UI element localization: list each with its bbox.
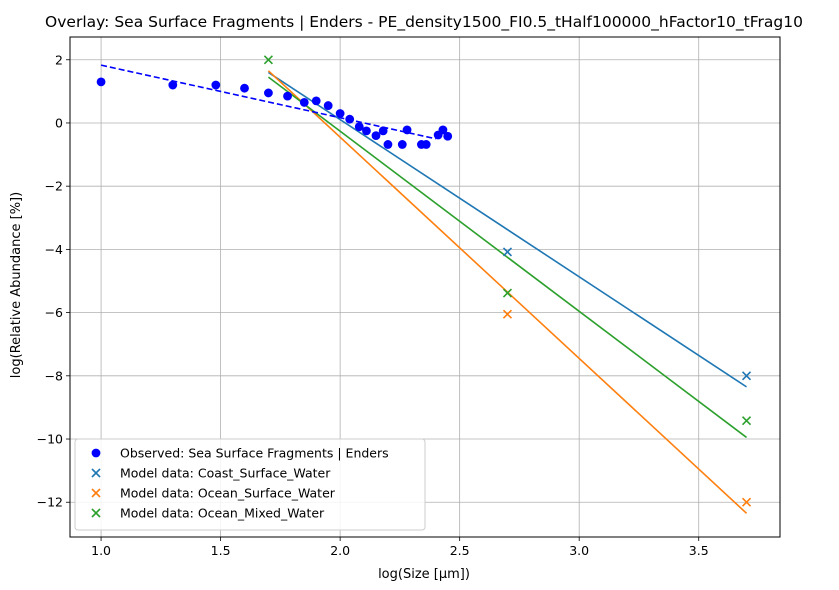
y-axis: 2 0 −2 −4 −6 −8 −10 −12 — [37, 52, 70, 510]
observed-point — [443, 131, 453, 141]
x-tick-label: 3.5 — [689, 543, 709, 558]
x-tick-label: 2.0 — [330, 543, 350, 558]
observed-point — [438, 125, 448, 135]
legend-entry: Model data: Ocean_Mixed_Water — [120, 506, 325, 521]
y-tick-label: 2 — [55, 52, 63, 67]
observed-point — [362, 126, 371, 136]
x-tick-label: 3.0 — [569, 543, 589, 558]
x-marker-stroke — [502, 247, 513, 257]
x-tick-label: 1.0 — [91, 543, 111, 558]
legend-marker — [91, 508, 101, 518]
observed-point — [354, 122, 364, 132]
fit-line-series-0 — [267, 71, 747, 388]
legend-box — [74, 438, 426, 531]
observed-point — [397, 140, 407, 149]
observed-point — [168, 80, 178, 90]
legend-marker — [91, 488, 101, 498]
observed-point — [211, 80, 221, 90]
observed-point — [378, 126, 388, 136]
model-point-series-1 — [502, 309, 513, 319]
observed-point — [402, 125, 412, 135]
legend-entry: Model data: Coast_Surface_Water — [120, 466, 331, 481]
x-marker-stroke — [91, 488, 101, 498]
model-point-series-0 — [741, 371, 752, 381]
plot-frame — [69, 36, 781, 538]
model-point-series-2 — [502, 288, 513, 298]
y-tick-label: 0 — [55, 115, 63, 130]
observed-fit-line — [100, 64, 436, 140]
legend-entry: Observed: Sea Surface Fragments | Enders — [120, 446, 389, 461]
observed-point — [264, 88, 273, 98]
observed-point — [311, 96, 321, 106]
observed-point — [240, 83, 249, 93]
x-marker-stroke — [741, 497, 752, 507]
x-axis: 1.0 1.5 2.0 2.5 3.0 3.5 — [91, 537, 709, 558]
plot-area — [96, 55, 752, 514]
fit-line-series-2 — [267, 76, 748, 439]
observed-point — [345, 114, 355, 124]
observed-point — [299, 98, 309, 107]
y-tick-label: −2 — [45, 179, 63, 194]
x-marker-stroke — [502, 288, 513, 298]
y-tick-label: −10 — [37, 432, 63, 447]
x-tick-label: 2.5 — [450, 543, 470, 558]
model-point-series-1 — [741, 497, 752, 507]
y-tick-label: −8 — [45, 368, 63, 383]
x-marker-stroke — [91, 508, 101, 518]
y-axis-label: log(Relative Abundance [%]) — [9, 192, 24, 378]
observed-point — [383, 140, 393, 149]
observed-point — [371, 131, 381, 141]
observed-point — [96, 77, 106, 87]
legend: Observed: Sea Surface Fragments | Enders… — [74, 438, 426, 531]
y-tick-label: −6 — [45, 305, 63, 320]
x-marker-stroke — [502, 309, 513, 319]
legend-entry: Model data: Ocean_Surface_Water — [120, 486, 336, 501]
observed-point — [283, 91, 292, 101]
observed-point — [421, 140, 431, 149]
x-marker-stroke — [741, 416, 752, 426]
x-tick-label: 1.5 — [211, 543, 231, 558]
chart-title: Overlay: Sea Surface Fragments | Enders … — [45, 13, 803, 32]
legend-marker — [91, 448, 101, 458]
model-point-series-2 — [741, 416, 752, 426]
observed-point — [323, 101, 333, 110]
x-marker-stroke — [741, 371, 752, 381]
legend-marker — [91, 468, 101, 478]
x-axis-label: log(Size [μm]) — [378, 567, 470, 582]
observed-point — [335, 109, 345, 118]
x-marker-stroke — [91, 468, 101, 478]
model-point-series-0 — [502, 247, 513, 257]
y-tick-label: −4 — [45, 242, 63, 257]
x-marker-stroke — [263, 55, 273, 65]
model-point-series-2 — [263, 55, 273, 65]
y-tick-label: −12 — [37, 495, 63, 510]
